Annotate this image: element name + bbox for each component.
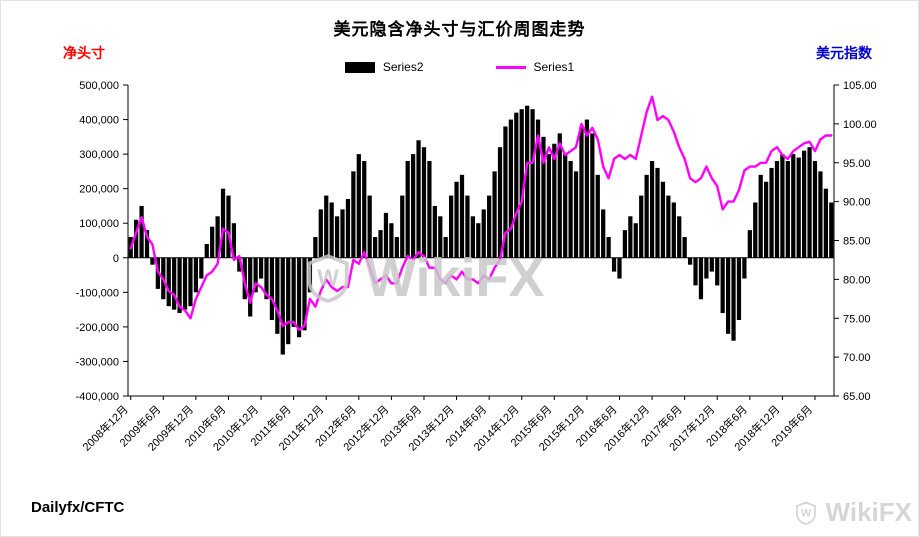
left-axis-tick-label: 300,000 xyxy=(79,149,119,161)
right-axis-tick-label: 95.00 xyxy=(843,158,871,170)
left-axis-tick-label: -200,000 xyxy=(76,322,119,334)
legend: Series2 Series1 xyxy=(1,60,918,74)
right-axis-tick-label: 85.00 xyxy=(843,236,871,248)
chart-title: 美元隐含净头寸与汇价周图走势 xyxy=(333,20,586,39)
left-axis-tick-label: 400,000 xyxy=(79,115,119,127)
right-axis-tick-label: 75.00 xyxy=(843,313,871,325)
right-axis-tick-label: 65.00 xyxy=(843,391,871,403)
source-label: Dailyfx/CFTC xyxy=(31,499,125,516)
series2-bar-swatch xyxy=(344,61,375,73)
left-axis-tick-label: -100,000 xyxy=(76,287,119,299)
series1-line-swatch xyxy=(495,65,526,69)
legend-item-series1: Series1 xyxy=(495,60,575,74)
right-axis-tick-label: 70.00 xyxy=(843,352,871,364)
series1-line xyxy=(129,95,833,332)
right-axis-tick-label: 105.00 xyxy=(843,80,877,92)
left-axis-tick-label: -300,000 xyxy=(76,356,119,368)
right-axis-tick-label: 90.00 xyxy=(843,197,871,209)
left-axis-title: 净头寸 xyxy=(63,45,105,61)
left-axis-tick-label: 200,000 xyxy=(79,184,119,196)
legend-label-series2: Series2 xyxy=(382,60,424,74)
right-axis-tick-label: 100.00 xyxy=(843,119,877,131)
right-axis-tick-label: 80.00 xyxy=(843,274,871,286)
left-axis-tick-label: 100,000 xyxy=(79,218,119,230)
series2-bars xyxy=(128,105,834,355)
left-axis-tick-label: 0 xyxy=(113,253,119,265)
left-axis-tick-label: 500,000 xyxy=(79,80,119,92)
right-axis-title: 美元指数 xyxy=(816,45,872,61)
legend-label-series1: Series1 xyxy=(533,60,575,74)
legend-item-series2: Series2 xyxy=(344,60,424,74)
left-axis-tick-label: -400,000 xyxy=(76,391,119,403)
